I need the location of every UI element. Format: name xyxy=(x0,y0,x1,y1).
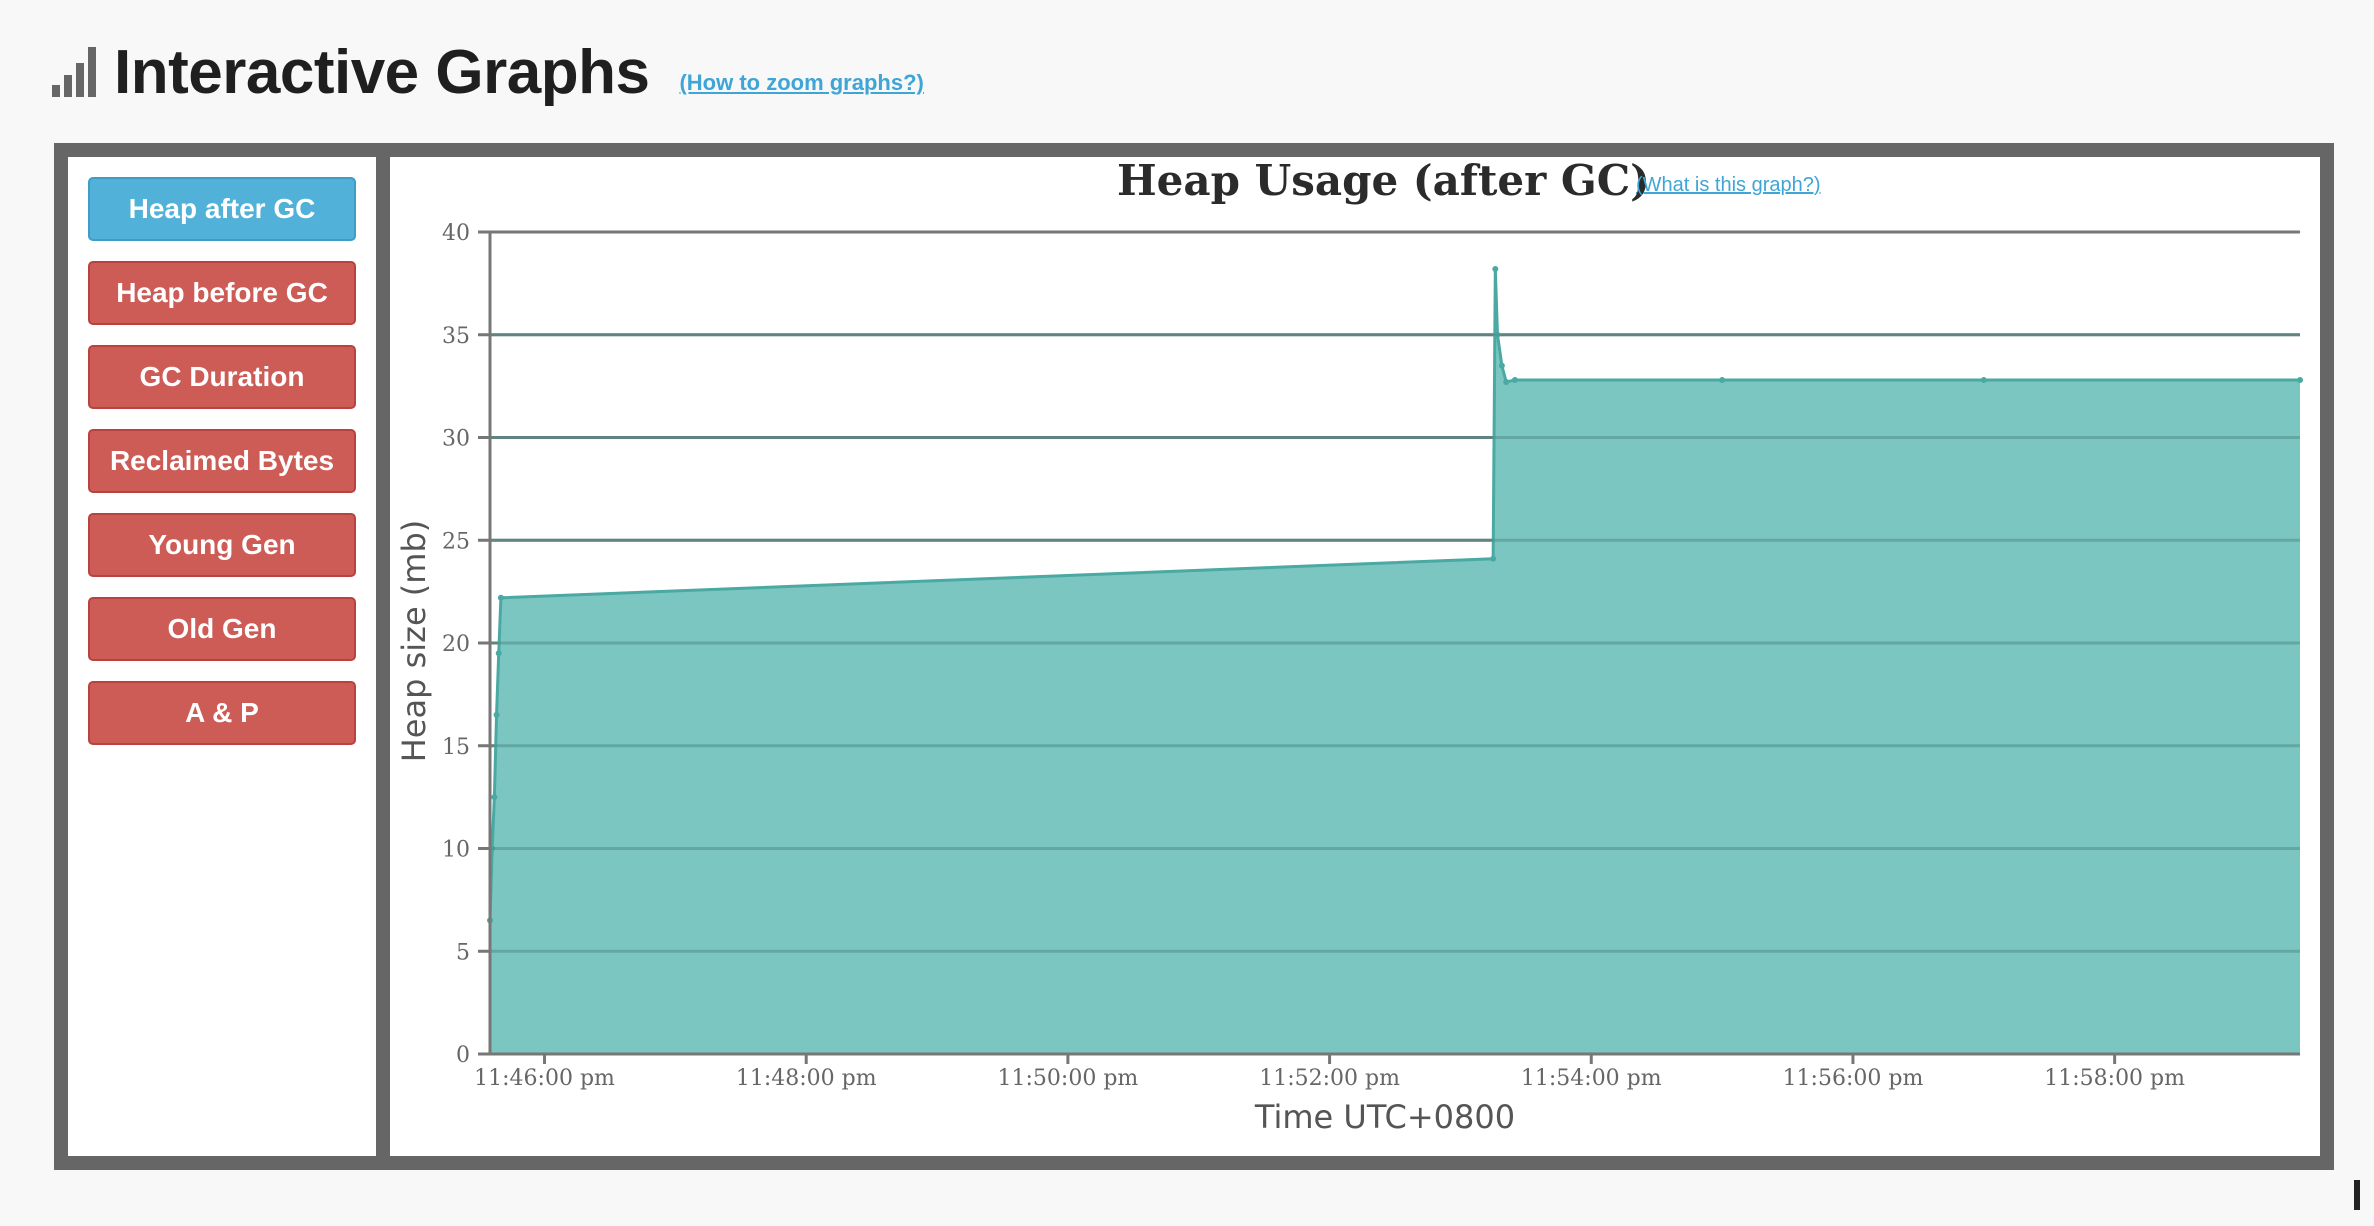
data-point xyxy=(497,594,504,601)
x-tick-label: 11:56:00 pm xyxy=(1783,1066,1924,1091)
data-point xyxy=(495,650,502,657)
gc-duration-button[interactable]: GC Duration xyxy=(88,345,356,409)
y-axis-label: Heap size (mb) xyxy=(395,520,433,763)
data-point xyxy=(1719,376,1726,383)
graph-sidebar: Heap after GC Heap before GC GC Duration… xyxy=(68,157,376,1156)
data-point xyxy=(1498,362,1505,369)
data-point xyxy=(1492,265,1499,272)
x-tick-label: 11:58:00 pm xyxy=(2044,1066,2185,1091)
graph-help-link[interactable]: (What is this graph?) xyxy=(1636,174,1821,196)
data-point xyxy=(1503,379,1510,386)
reclaimed-bytes-button[interactable]: Reclaimed Bytes xyxy=(88,429,356,493)
series-area xyxy=(490,268,2300,1054)
y-tick-label: 20 xyxy=(442,632,470,657)
page-header: Interactive Graphs (How to zoom graphs?) xyxy=(52,32,924,112)
a-and-p-button[interactable]: A & P xyxy=(88,681,356,745)
chart-title: Heap Usage (after GC) xyxy=(1117,156,1650,205)
y-tick-label: 40 xyxy=(442,221,470,246)
y-tick-label: 30 xyxy=(442,427,470,452)
x-tick-label: 11:52:00 pm xyxy=(1259,1066,1400,1091)
zoom-help-link[interactable]: (How to zoom graphs?) xyxy=(679,70,924,95)
signal-bars-icon xyxy=(52,47,96,97)
young-gen-button[interactable]: Young Gen xyxy=(88,513,356,577)
heap-before-gc-button[interactable]: Heap before GC xyxy=(88,261,356,325)
y-tick-label: 15 xyxy=(442,735,470,760)
page-title: Interactive Graphs xyxy=(114,37,650,107)
x-tick-label: 11:54:00 pm xyxy=(1521,1066,1662,1091)
y-tick-label: 5 xyxy=(456,940,470,965)
heap-after-gc-button[interactable]: Heap after GC xyxy=(88,177,356,241)
x-tick-label: 11:48:00 pm xyxy=(736,1066,877,1091)
y-tick-label: 25 xyxy=(442,529,470,554)
data-point xyxy=(1980,376,1987,383)
data-point xyxy=(493,711,500,718)
y-tick-label: 0 xyxy=(456,1043,470,1068)
data-point xyxy=(1511,376,1518,383)
x-tick-label: 11:46:00 pm xyxy=(474,1066,615,1091)
data-point xyxy=(491,794,498,801)
x-tick-label: 11:50:00 pm xyxy=(998,1066,1139,1091)
edge-mark xyxy=(2354,1180,2360,1210)
y-tick-label: 35 xyxy=(442,324,470,349)
data-point xyxy=(1490,555,1497,562)
data-point xyxy=(2297,376,2303,383)
x-axis-label: Time UTC+0800 xyxy=(1254,1098,1515,1136)
old-gen-button[interactable]: Old Gen xyxy=(88,597,356,661)
y-tick-label: 10 xyxy=(442,838,470,863)
